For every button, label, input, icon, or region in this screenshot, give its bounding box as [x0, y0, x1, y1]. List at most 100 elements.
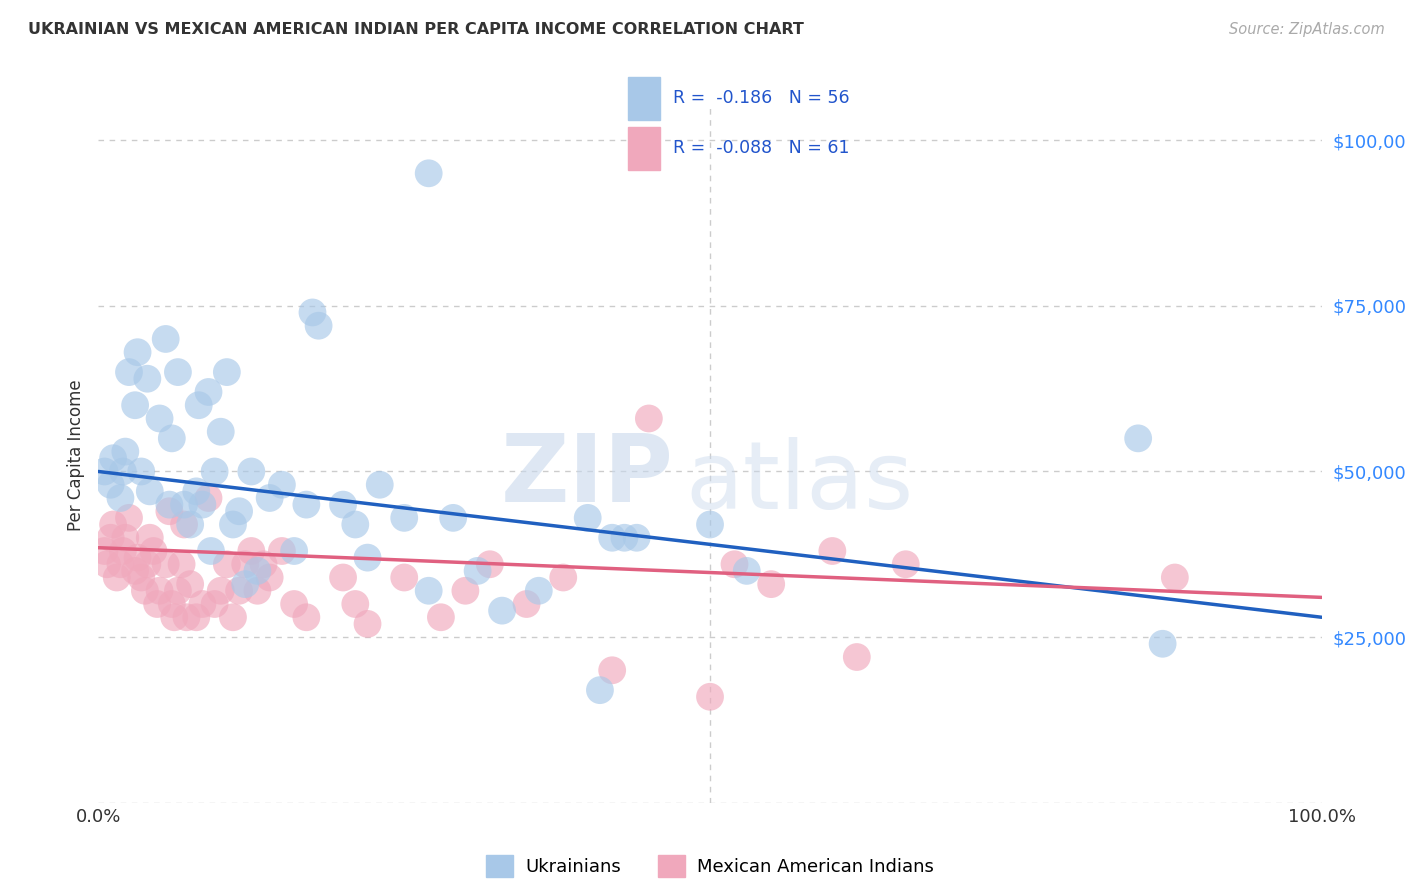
Point — [129, 570, 152, 584]
Point — [155, 558, 177, 572]
Point — [418, 583, 440, 598]
Point — [105, 570, 128, 584]
Point — [114, 444, 136, 458]
Point — [187, 398, 209, 412]
Point — [157, 498, 180, 512]
Point — [723, 558, 745, 572]
Point — [332, 498, 354, 512]
Point — [204, 465, 226, 479]
Point — [240, 544, 263, 558]
Point — [1128, 431, 1150, 445]
Point — [553, 570, 575, 584]
Point — [96, 558, 118, 572]
Point — [163, 610, 186, 624]
Point — [186, 484, 208, 499]
Point — [118, 365, 141, 379]
Point — [100, 477, 122, 491]
Point — [167, 365, 190, 379]
Point — [283, 544, 305, 558]
Point — [101, 451, 124, 466]
Point — [491, 604, 513, 618]
Point — [368, 477, 391, 491]
Point — [344, 517, 367, 532]
Point — [129, 465, 152, 479]
Point — [301, 305, 323, 319]
Point — [259, 491, 281, 505]
Point — [139, 484, 162, 499]
Point — [252, 558, 274, 572]
Point — [761, 577, 783, 591]
Point — [222, 517, 245, 532]
Y-axis label: Per Capita Income: Per Capita Income — [66, 379, 84, 531]
Point — [139, 531, 162, 545]
Point — [191, 498, 214, 512]
Point — [127, 550, 149, 565]
Point — [124, 398, 146, 412]
Point — [699, 690, 721, 704]
Point — [155, 332, 177, 346]
Point — [197, 491, 219, 505]
Point — [149, 583, 172, 598]
Point — [392, 570, 416, 584]
Bar — [627, 77, 661, 120]
Point — [209, 425, 232, 439]
Point — [228, 583, 250, 598]
Point — [478, 558, 501, 572]
Point — [626, 531, 648, 545]
Point — [270, 477, 294, 491]
Point — [176, 610, 198, 624]
Point — [160, 431, 183, 445]
Point — [735, 564, 758, 578]
Legend: Ukrainians, Mexican American Indians: Ukrainians, Mexican American Indians — [486, 855, 934, 877]
Point — [589, 683, 612, 698]
Point — [259, 570, 281, 584]
Point — [308, 318, 330, 333]
Point — [356, 550, 378, 565]
Point — [233, 577, 256, 591]
Point — [136, 558, 159, 572]
Point — [228, 504, 250, 518]
Point — [204, 597, 226, 611]
Point — [222, 610, 245, 624]
Text: R =  -0.186   N = 56: R = -0.186 N = 56 — [673, 89, 849, 107]
Text: UKRAINIAN VS MEXICAN AMERICAN INDIAN PER CAPITA INCOME CORRELATION CHART: UKRAINIAN VS MEXICAN AMERICAN INDIAN PER… — [28, 22, 804, 37]
Point — [699, 517, 721, 532]
Point — [114, 531, 136, 545]
Point — [1164, 570, 1187, 584]
Point — [124, 564, 146, 578]
Point — [418, 166, 440, 180]
Point — [101, 517, 124, 532]
Point — [600, 531, 623, 545]
Point — [283, 597, 305, 611]
Point — [233, 558, 256, 572]
Point — [576, 511, 599, 525]
Point — [356, 616, 378, 631]
Point — [209, 583, 232, 598]
Text: ZIP: ZIP — [501, 430, 673, 522]
Point — [600, 663, 623, 677]
Point — [200, 544, 222, 558]
Point — [240, 465, 263, 479]
Point — [111, 465, 134, 479]
Point — [332, 570, 354, 584]
Point — [215, 365, 238, 379]
Text: Source: ZipAtlas.com: Source: ZipAtlas.com — [1229, 22, 1385, 37]
Point — [295, 610, 318, 624]
Point — [157, 504, 180, 518]
Point — [246, 583, 269, 598]
Point — [295, 498, 318, 512]
Point — [186, 610, 208, 624]
Point — [146, 597, 169, 611]
Point — [160, 597, 183, 611]
Point — [845, 650, 868, 665]
Point — [1152, 637, 1174, 651]
Point — [197, 384, 219, 399]
Point — [179, 517, 201, 532]
Point — [167, 583, 190, 598]
Point — [215, 558, 238, 572]
Point — [613, 531, 636, 545]
Point — [136, 372, 159, 386]
Point — [467, 564, 489, 578]
Point — [441, 511, 464, 525]
Point — [515, 597, 537, 611]
